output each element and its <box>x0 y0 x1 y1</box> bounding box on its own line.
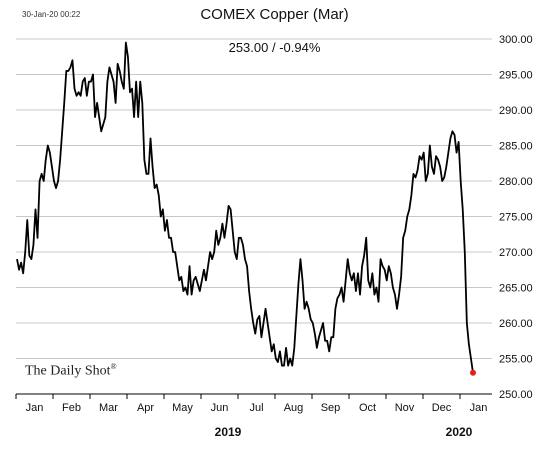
x-month-label: Apr <box>137 402 154 414</box>
y-tick-label: 285.00 <box>499 141 533 153</box>
x-month-label: Jul <box>249 402 263 414</box>
y-tick-label: 250.00 <box>499 389 533 401</box>
x-month-label: Oct <box>359 402 376 414</box>
x-month-label: Mar <box>99 402 118 414</box>
y-tick-label: 290.00 <box>499 105 533 117</box>
x-month-label: Aug <box>284 402 304 414</box>
last-price-marker <box>470 369 476 376</box>
y-tick-label: 260.00 <box>499 318 533 330</box>
x-axis <box>15 393 492 399</box>
y-tick-label: 265.00 <box>499 283 533 295</box>
y-tick-label: 300.00 <box>499 34 533 46</box>
y-tick-label: 295.00 <box>499 70 533 82</box>
x-axis-labels: Jan Feb Mar Apr May Jun Jul Aug Sep Oct Nov Dec Jan 2… <box>26 402 488 439</box>
price-series <box>16 41 476 376</box>
y-tick-label: 275.00 <box>499 212 533 224</box>
y-tick-label: 280.00 <box>499 176 533 188</box>
y-axis-labels: 300.00 295.00 290.00 285.00 280.00 275.00 270.… <box>499 34 533 401</box>
brand-text: The Daily Shot <box>25 363 111 379</box>
price-change-readout: 253.00 / -0.94% <box>228 40 321 55</box>
year-label-2019: 2019 <box>215 425 242 439</box>
y-tick-label: 255.00 <box>499 354 533 366</box>
x-month-label: Feb <box>62 402 81 414</box>
y-tick-label: 270.00 <box>499 247 533 259</box>
x-month-label: May <box>172 402 193 414</box>
brand-logo: The Daily Shot® <box>25 362 117 380</box>
year-label-2020: 2020 <box>446 425 473 439</box>
x-month-label: Nov <box>395 402 415 414</box>
x-month-label: Jan <box>26 402 44 414</box>
price-line <box>16 41 474 373</box>
timestamp: 30-Jan-20 00:22 <box>22 10 81 19</box>
chart-title: COMEX Copper (Mar) <box>200 6 349 23</box>
x-month-label: Sep <box>321 402 341 414</box>
brand-trademark: ® <box>110 362 117 371</box>
x-month-label: Jun <box>211 402 229 414</box>
gridlines <box>16 38 492 359</box>
x-month-label: Dec <box>432 402 452 414</box>
x-month-label: Jan <box>470 402 488 414</box>
